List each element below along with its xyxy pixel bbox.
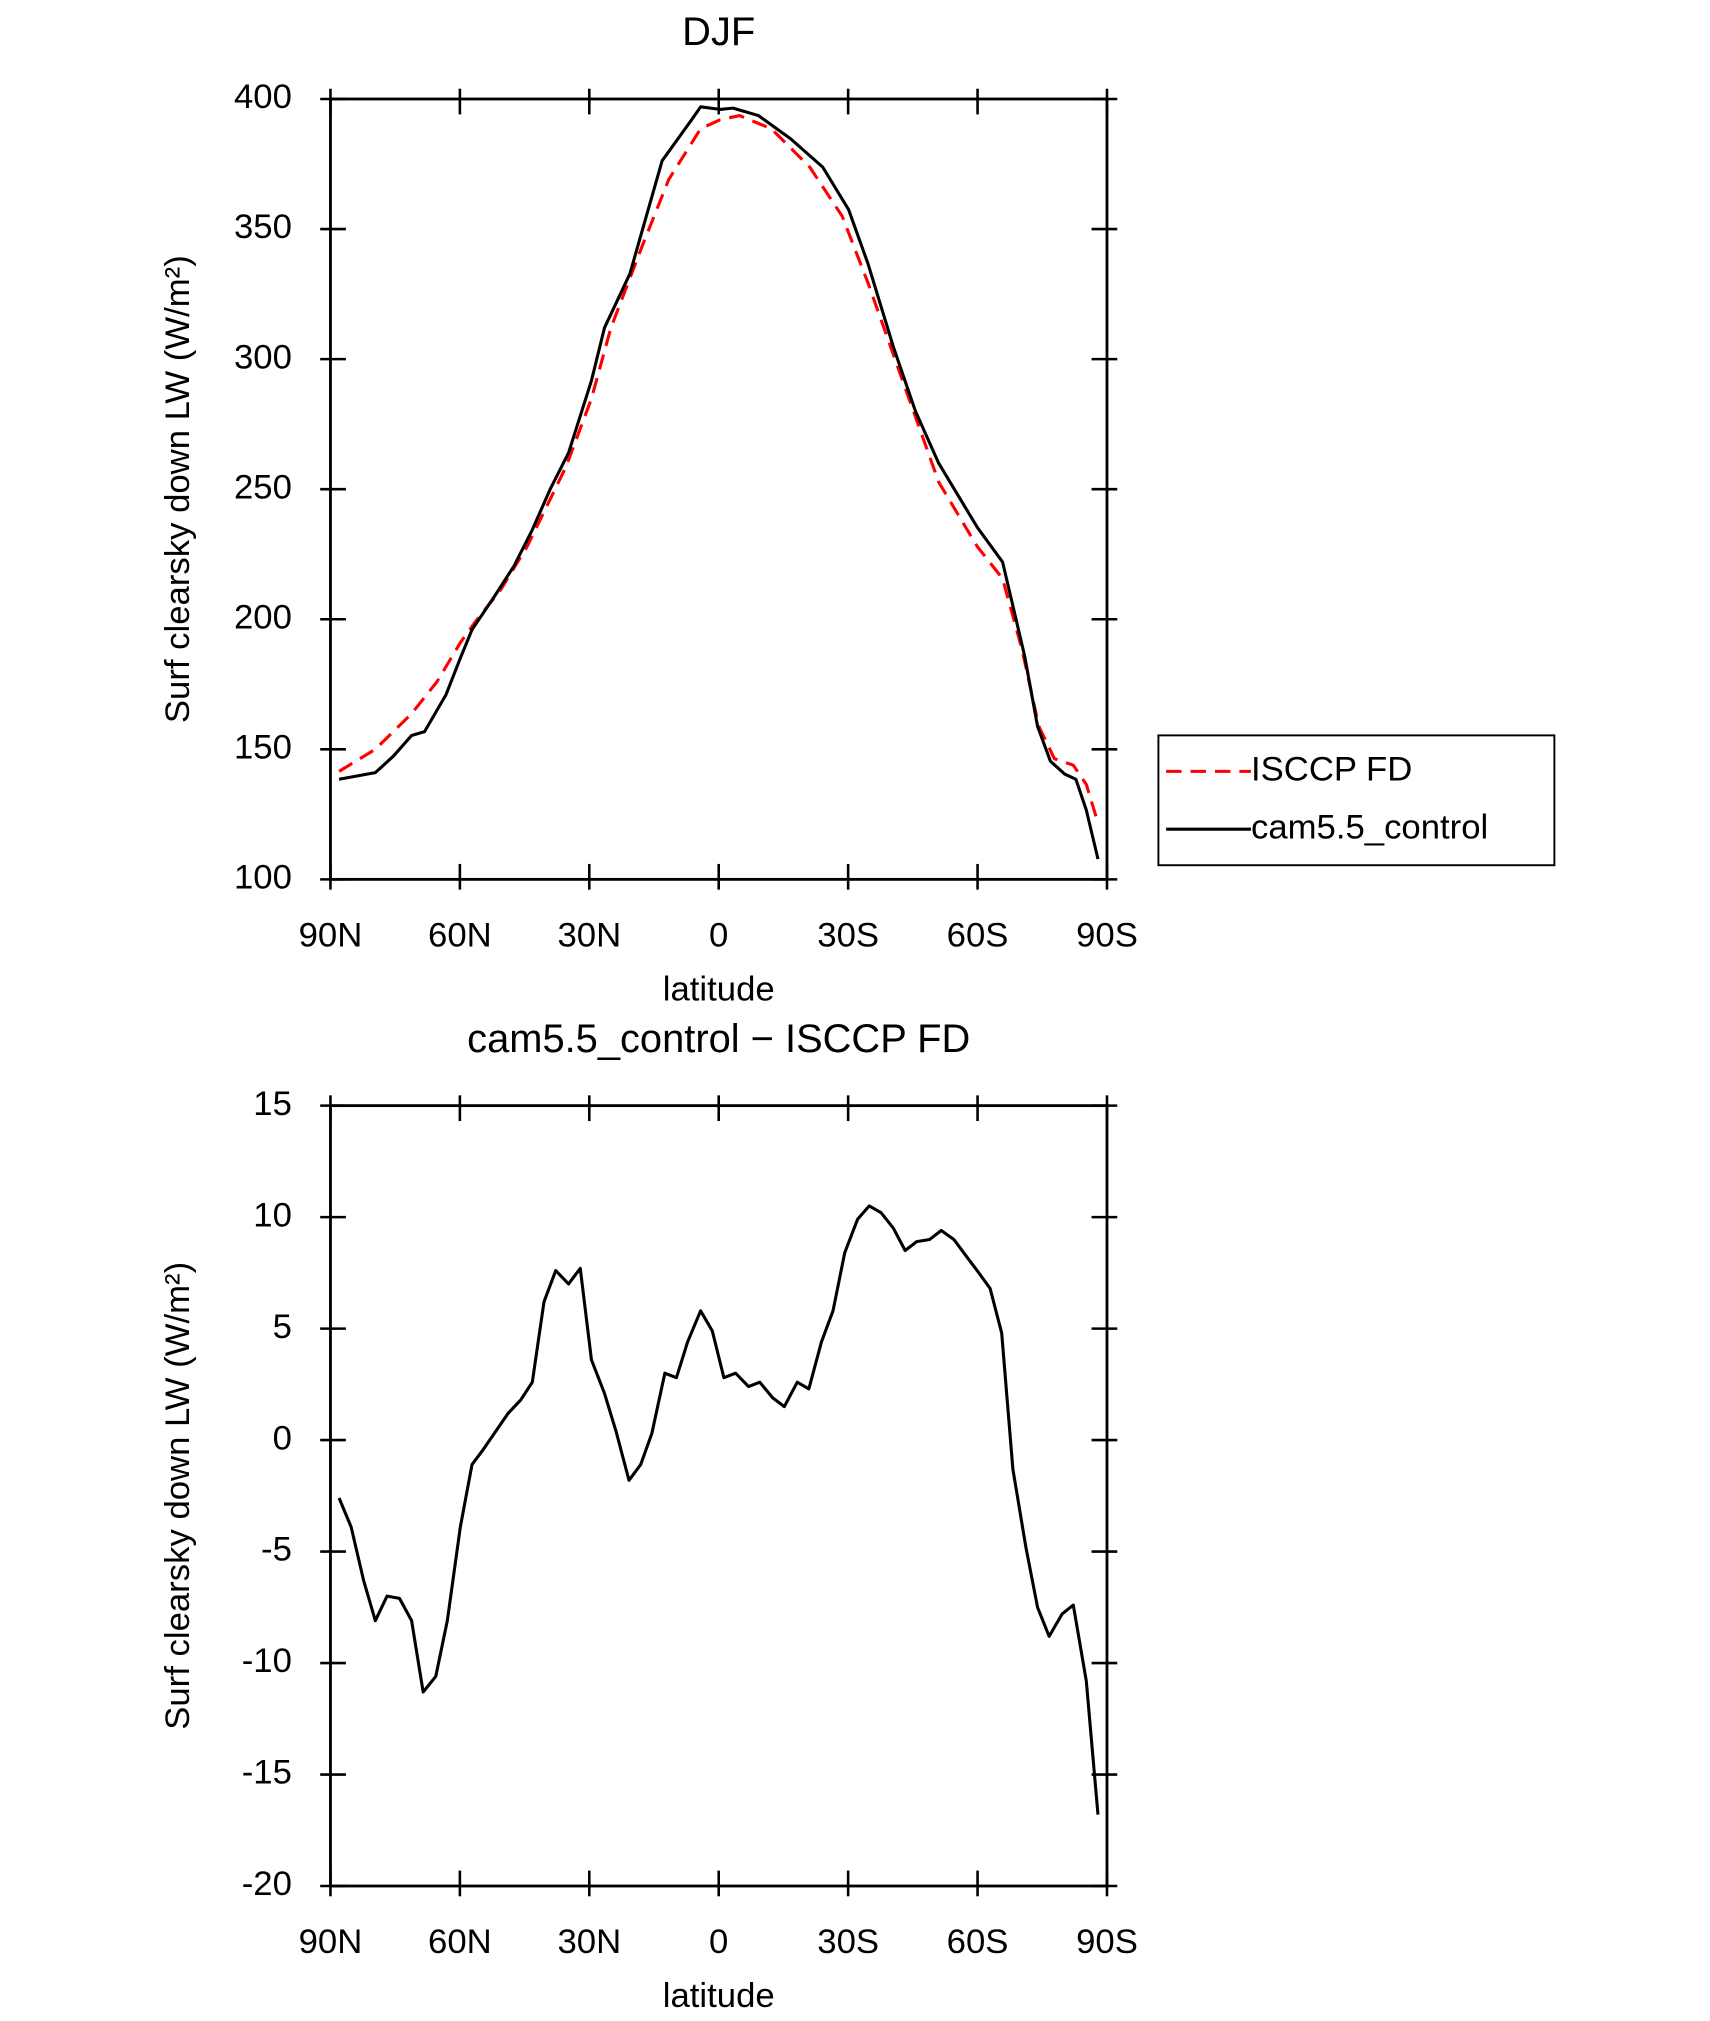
y-tick-label: -20 bbox=[242, 1865, 292, 1903]
y-tick-label: -5 bbox=[261, 1531, 292, 1569]
y-tick-label: 400 bbox=[234, 78, 292, 116]
x-tick-label: 30S bbox=[817, 916, 879, 954]
y-tick-label: 15 bbox=[253, 1085, 292, 1123]
plot-frame bbox=[329, 97, 1109, 881]
y-tick-label: 10 bbox=[253, 1196, 292, 1234]
data-line bbox=[338, 105, 1100, 860]
legend-label: ISCCP FD bbox=[1251, 751, 1412, 789]
x-tick-label: 90N bbox=[299, 916, 363, 954]
x-tick-label: 0 bbox=[709, 916, 728, 954]
chart: DJF 90N 60N 30N 0 30S 60S 90S 100 150 200 250 300 350… bbox=[159, 10, 1556, 1008]
x-axis-label: latitude bbox=[663, 970, 775, 1008]
chart-title: cam5.5_control − ISCCP FD bbox=[467, 1017, 970, 1061]
y-tick-label: 350 bbox=[234, 208, 292, 246]
data-line bbox=[338, 114, 1100, 824]
chart-title: DJF bbox=[682, 10, 755, 54]
y-axis-label: Surf clearsky down LW (W/m²) bbox=[159, 1262, 197, 1730]
x-tick-label: 60S bbox=[947, 1923, 1009, 1961]
y-tick-label: 200 bbox=[234, 598, 292, 636]
y-tick-label: 250 bbox=[234, 468, 292, 506]
plot-frame bbox=[329, 1104, 1109, 1888]
y-tick-label: 5 bbox=[273, 1308, 292, 1346]
y-tick-label: 0 bbox=[273, 1419, 292, 1457]
x-tick-label: 30N bbox=[557, 916, 621, 954]
x-tick-label: 30N bbox=[557, 1923, 621, 1961]
x-tick-label: 60N bbox=[428, 1923, 492, 1961]
data-line bbox=[337, 1204, 1100, 1815]
x-tick-label: 90S bbox=[1076, 916, 1138, 954]
legend-box bbox=[1157, 734, 1556, 867]
x-tick-label: 30S bbox=[817, 1923, 879, 1961]
x-tick-label: 60N bbox=[428, 916, 492, 954]
x-tick-label: 90N bbox=[299, 1923, 363, 1961]
y-tick-label: 100 bbox=[234, 859, 292, 897]
y-tick-label: -15 bbox=[242, 1754, 292, 1792]
x-tick-label: 90S bbox=[1076, 1923, 1138, 1961]
x-tick-label: 60S bbox=[947, 916, 1009, 954]
y-tick-label: 300 bbox=[234, 338, 292, 376]
y-tick-label: -10 bbox=[242, 1642, 292, 1680]
y-axis-label: Surf clearsky down LW (W/m²) bbox=[159, 255, 197, 723]
y-tick-label: 150 bbox=[234, 728, 292, 766]
chart: cam5.5_control − ISCCP FD 90N 60N 30N 0 30S 60… bbox=[159, 1017, 1138, 2015]
x-tick-label: 0 bbox=[709, 1923, 728, 1961]
legend-label: cam5.5_control bbox=[1251, 808, 1488, 846]
x-axis-label: latitude bbox=[663, 1977, 775, 2015]
